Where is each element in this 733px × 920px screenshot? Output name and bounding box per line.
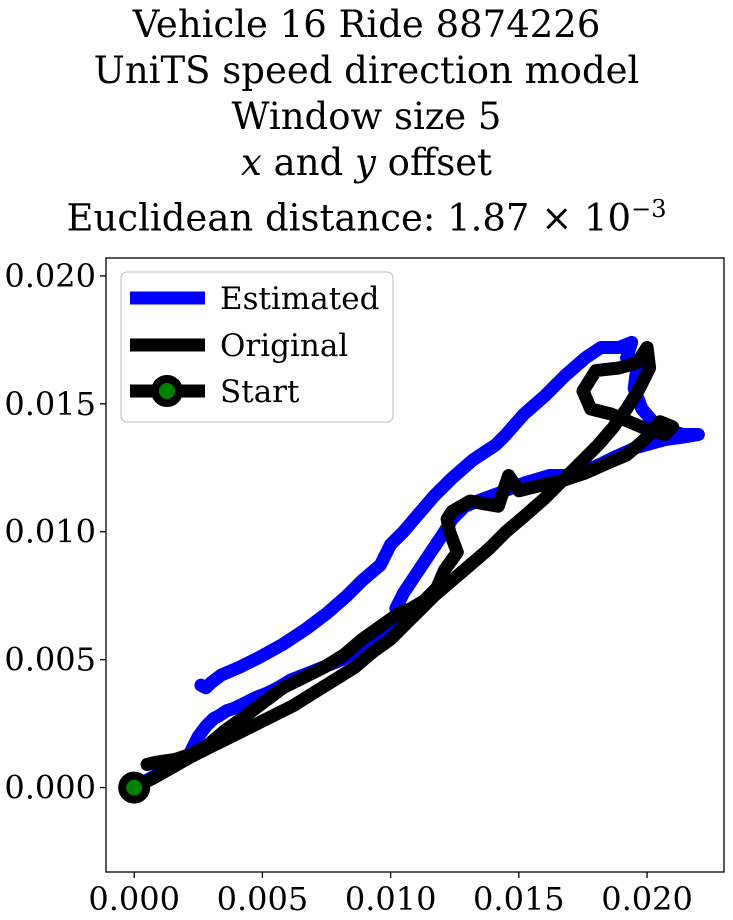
legend-marker-start: [151, 375, 183, 407]
title-line-3: Window size 5: [231, 95, 502, 138]
title-and: and: [261, 141, 355, 184]
x-tick-label-0: 0.000: [88, 880, 180, 918]
y-tick-label-1: 0.005: [4, 641, 96, 679]
series-marker-start: [118, 771, 151, 804]
y-tick-label-2: 0.010: [4, 513, 96, 551]
legend-label-start: Start: [220, 374, 300, 410]
title-var-x: x: [241, 141, 262, 184]
x-tick-label-3: 0.015: [473, 880, 565, 918]
plot-frame: [105, 257, 725, 873]
title-distance: Euclidean distance: 1.87: [66, 196, 530, 240]
title-var-y: y: [355, 141, 376, 184]
axis-ticks: 0.000 0.005 0.010 0.015 0.020 0.000 0.005 0.010…: [4, 257, 692, 918]
series-line-original: [127, 341, 680, 795]
x-tick-label-1: 0.005: [217, 880, 309, 918]
title-line-5: Euclidean distance: 1.87 × 10−3: [0, 186, 733, 241]
title-line-4: x and y offset: [0, 140, 733, 186]
chart-title: Vehicle 16 Ride 8874226 UniTS speed dire…: [0, 2, 733, 241]
legend: Estimated Original Start: [120, 271, 394, 423]
legend-label-estimated: Estimated: [220, 281, 379, 317]
title-exponent: −3: [631, 195, 667, 223]
y-tick-label-3: 0.015: [4, 385, 96, 423]
title-offset: offset: [375, 141, 492, 184]
y-tick-label-4: 0.020: [4, 257, 96, 295]
x-tick-label-4: 0.020: [601, 880, 693, 918]
title-times: × 10: [529, 196, 632, 240]
x-tick-label-2: 0.010: [345, 880, 437, 918]
title-line-2: UniTS speed direction model: [93, 49, 640, 92]
series-layer: [118, 335, 705, 804]
y-tick-label-0: 0.000: [4, 769, 96, 807]
title-line-1: Vehicle 16 Ride 8874226: [132, 3, 601, 46]
legend-label-original: Original: [220, 328, 348, 364]
